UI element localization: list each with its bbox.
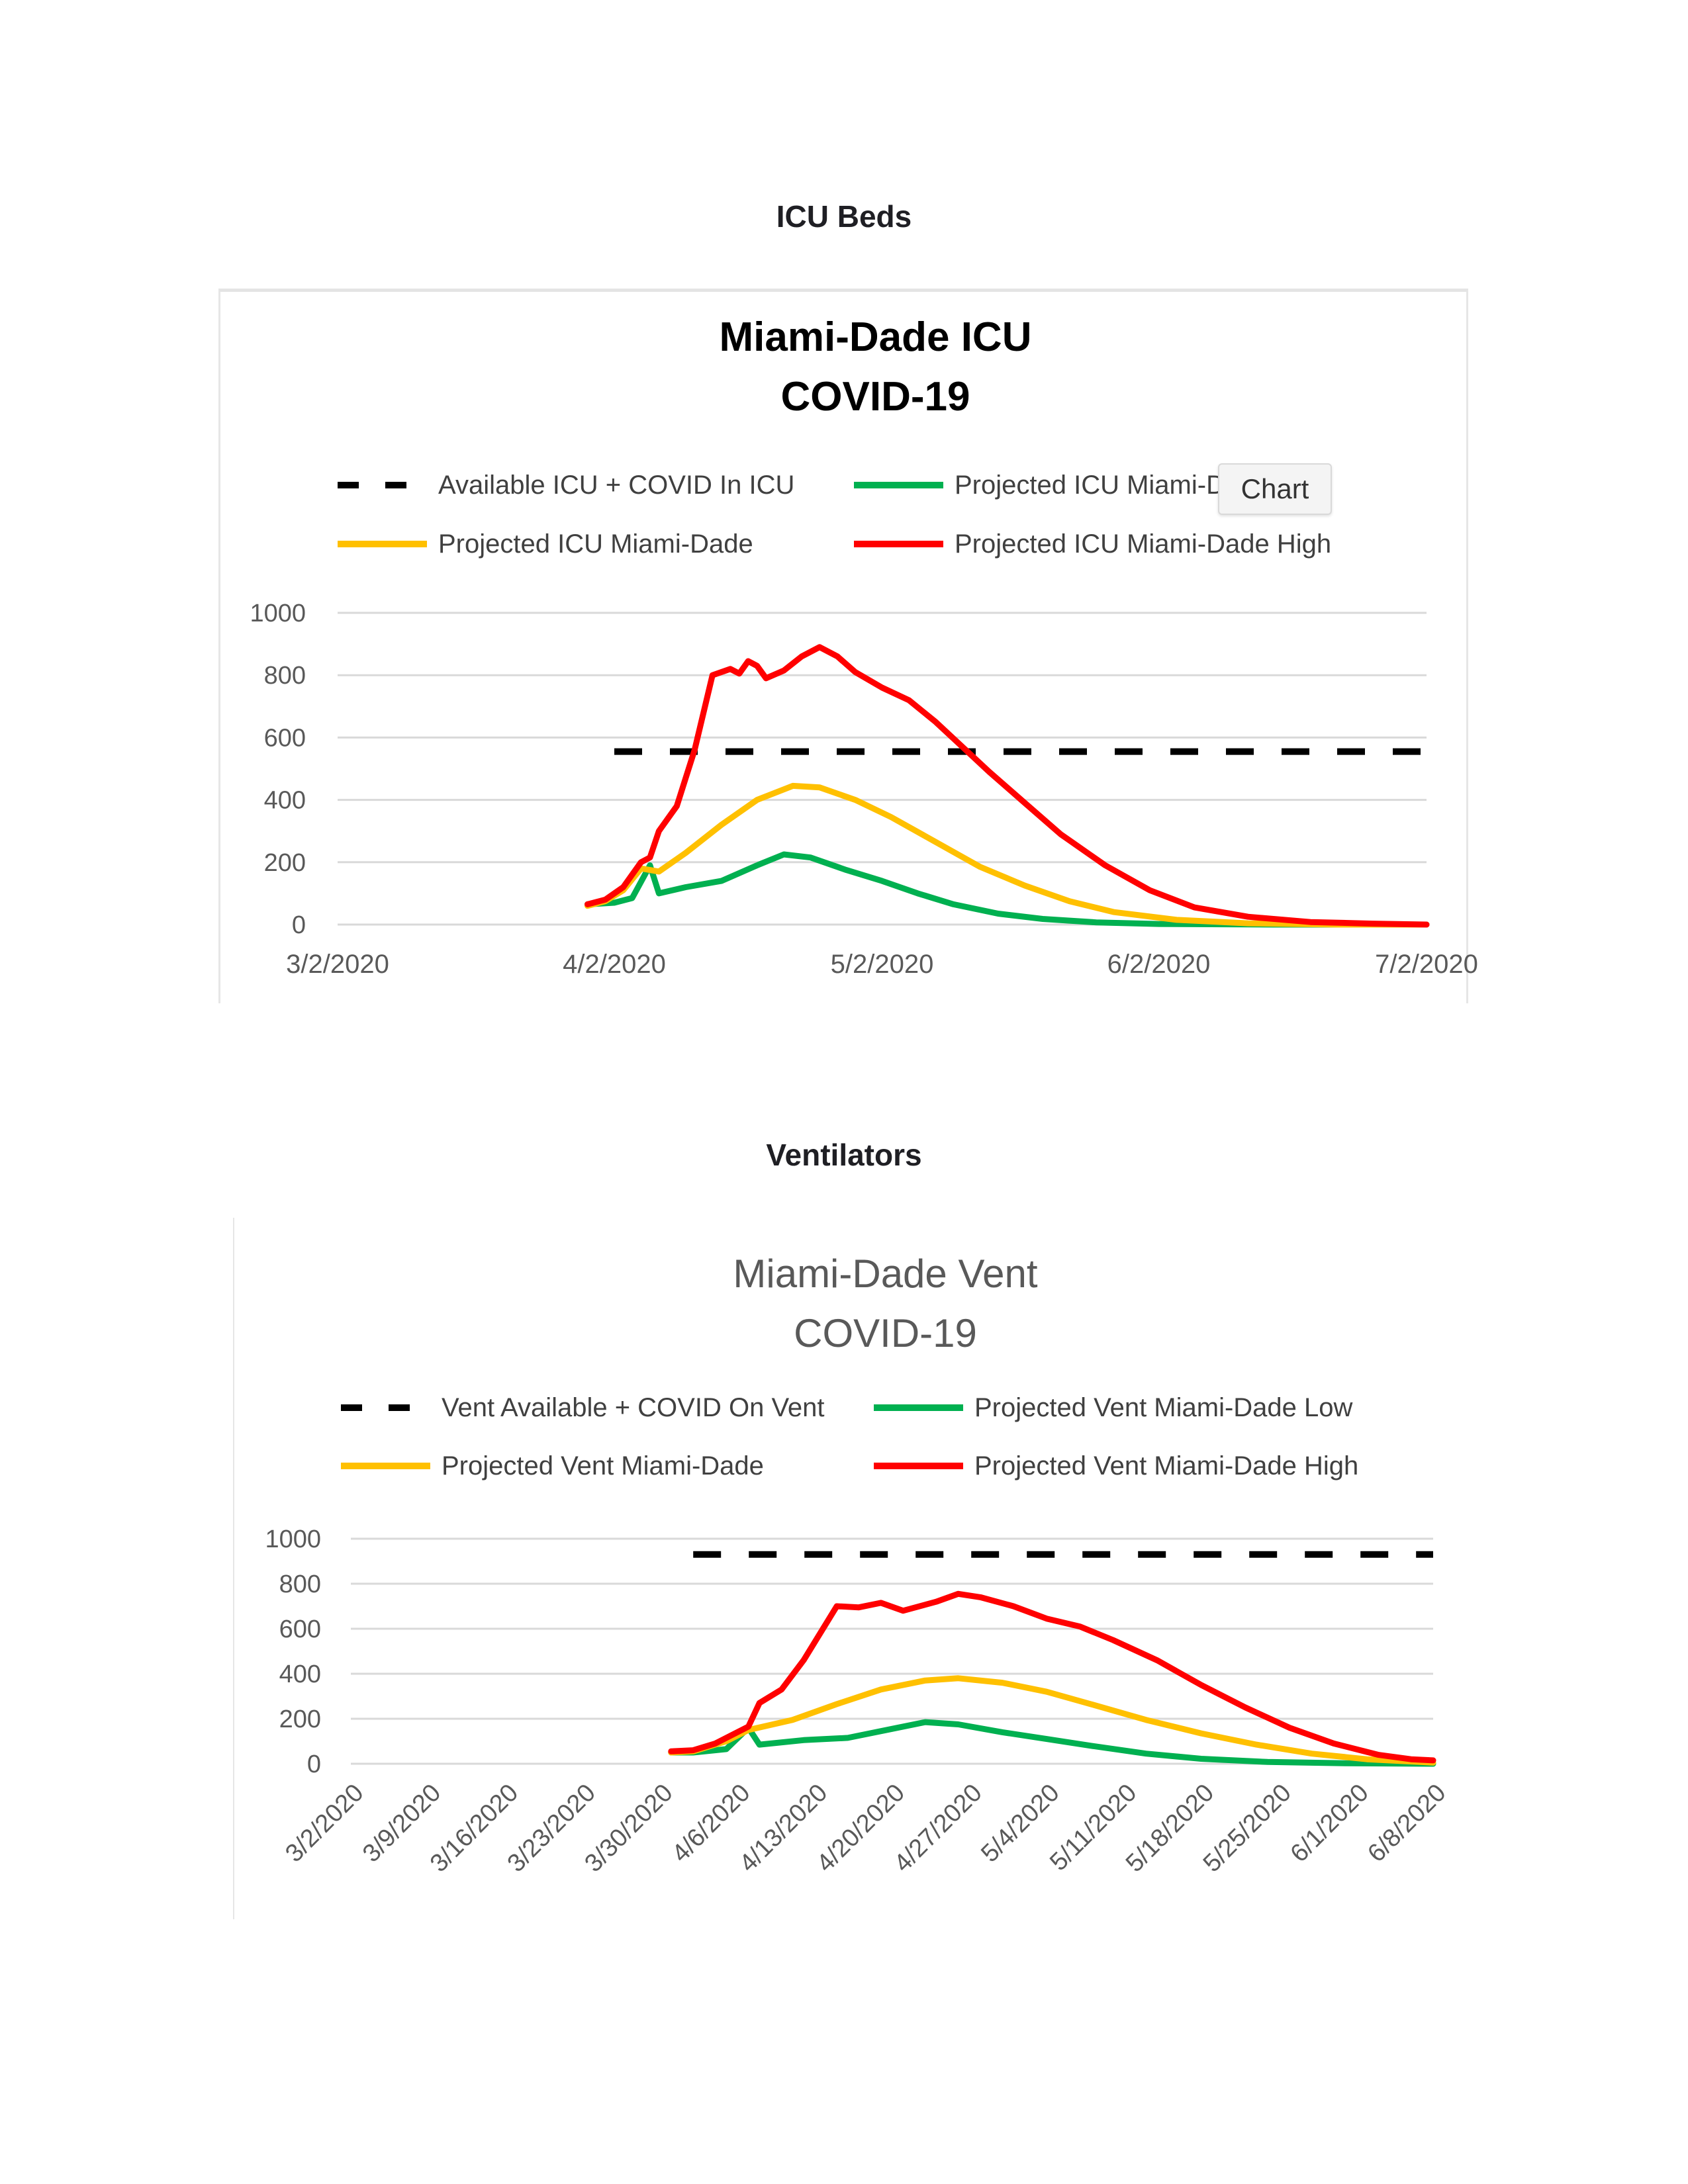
icu-x-tick-label: 6/2/2020 [1107,950,1211,979]
icu-chart-title-line-2: COVID-19 [781,374,970,420]
icu-legend-label-0: Available ICU + COVID In ICU [438,471,794,500]
icu-series-line-2 [585,782,1430,928]
icu-y-tick-label: 800 [264,662,306,690]
icu-y-tick-label: 600 [264,724,306,752]
icu-x-tick-label: 4/2/2020 [563,950,666,979]
vent-series-line-1 [668,1719,1436,1767]
vent-x-tick-label: 3/2/2020 [280,1779,369,1868]
icu-y-tick-label: 0 [292,911,306,939]
vent-chart-title-line-2: COVID-19 [794,1311,977,1355]
icu-x-tick-label: 7/2/2020 [1375,950,1478,979]
vent-y-tick-label: 400 [279,1661,321,1688]
icu-y-tick-label: 1000 [250,600,306,627]
icu-chart-title-line-1: Miami-Dade ICU [720,314,1032,360]
vent-x-tick-label: 6/8/2020 [1362,1779,1451,1868]
vent-y-tick-label: 1000 [265,1525,321,1553]
icu-series-line-3 [585,644,1430,928]
icu-legend-label-3: Projected ICU Miami-Dade High [955,529,1331,559]
icu-x-tick-label: 3/2/2020 [286,950,389,979]
vent-legend-label-1: Projected Vent Miami-Dade Low [974,1393,1353,1422]
vent-x-tick-label: 6/1/2020 [1285,1779,1374,1868]
vent-y-tick-label: 800 [279,1570,321,1598]
icu-legend-label-2: Projected ICU Miami-Dade [438,529,753,559]
vent-section-heading: Ventilators [766,1138,922,1172]
chart-tooltip: Chart [1218,463,1332,515]
vent-series-line-3 [668,1590,1436,1764]
vent-y-tick-label: 200 [279,1706,321,1733]
vent-chart-title-line-1: Miami-Dade Vent [733,1251,1038,1296]
icu-section-heading: ICU Beds [776,199,912,234]
vent-series-line-2 [668,1675,1436,1766]
icu-y-tick-label: 400 [264,787,306,815]
icu-x-tick-label: 5/2/2020 [831,950,934,979]
vent-y-tick-label: 600 [279,1615,321,1643]
icu-y-tick-label: 200 [264,849,306,877]
vent-chart[interactable]: Miami-Dade Vent COVID-19 0 200 400 600 800 1000… [0,0,1688,1985]
vent-legend-label-2: Projected Vent Miami-Dade [442,1451,764,1480]
icu-chart[interactable]: Miami-Dade ICU COVID-19 0 200 400 600 800 1000 3… [0,0,1688,1059]
vent-chart-frame[interactable] [233,1218,1464,1919]
vent-y-tick-label: 0 [307,1751,321,1778]
vent-legend-label-0: Vent Available + COVID On Vent [442,1393,825,1422]
vent-legend-label-3: Projected Vent Miami-Dade High [974,1451,1358,1480]
icu-chart-frame[interactable] [218,289,1468,1003]
